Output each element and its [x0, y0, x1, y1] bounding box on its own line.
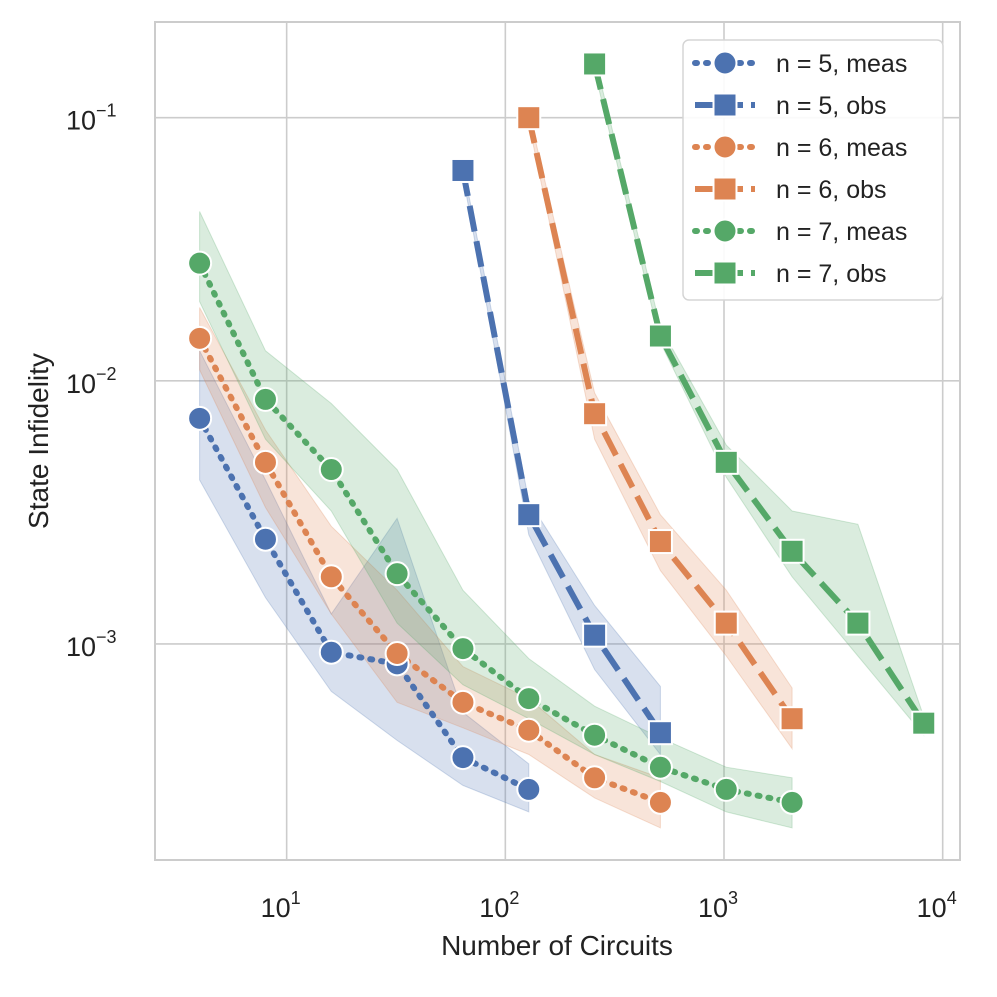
series-markers [187, 51, 937, 815]
point-n-5-meas [516, 776, 542, 802]
y-tick-labels: 10−3 10−2 10−1 [66, 101, 117, 662]
point-n-5-meas [252, 526, 278, 552]
y-axis-label: State Infidelity [23, 353, 54, 529]
line-n-7-meas [196, 260, 796, 806]
line-n-5-obs [459, 169, 663, 735]
x-tick-label: 102 [479, 888, 519, 923]
legend-marker [712, 260, 738, 286]
legend-box [682, 39, 944, 301]
x-tick-label: 103 [698, 888, 738, 923]
point-n-7-obs [911, 710, 937, 736]
point-n-6-meas [450, 689, 476, 715]
legend-marker [712, 50, 738, 76]
point-n-7-meas [713, 776, 739, 802]
point-n-5-meas [187, 405, 213, 431]
point-n-6-meas [647, 789, 673, 815]
point-n-7-meas [779, 789, 805, 815]
point-n-7-obs [647, 323, 673, 349]
legend-marker [712, 218, 738, 244]
legend: n = 5, meas n = 5, obs n = 6, meas n = 6, o… [682, 39, 944, 301]
point-n-7-meas [516, 686, 542, 712]
point-n-7-meas [647, 754, 673, 780]
legend-marker [712, 92, 738, 118]
point-n-7-meas [252, 386, 278, 412]
point-n-5-obs [516, 502, 542, 528]
x-axis-label: Number of Circuits [441, 930, 673, 961]
point-n-7-meas [582, 722, 608, 748]
point-n-6-obs [516, 105, 542, 131]
line-n-7-obs [591, 63, 927, 725]
x-tick-label: 101 [261, 888, 301, 923]
x-tick-label: 104 [917, 888, 957, 923]
legend-label: n = 7, meas [776, 218, 907, 246]
point-n-6-meas [384, 640, 410, 666]
legend-label: n = 5, obs [776, 92, 887, 120]
point-n-5-obs [450, 157, 476, 183]
point-n-5-meas [450, 745, 476, 771]
point-n-6-obs [647, 529, 673, 555]
point-n-7-obs [845, 610, 871, 636]
line-n-6-meas [196, 335, 664, 806]
point-n-6-meas [187, 325, 213, 351]
legend-marker [712, 176, 738, 202]
band-n-7-meas [199, 211, 793, 829]
point-n-7-obs [779, 538, 805, 564]
point-n-7-meas [384, 561, 410, 587]
legend-label: n = 6, obs [776, 176, 887, 204]
band-n-5-meas [199, 350, 530, 813]
point-n-6-meas [582, 765, 608, 791]
point-n-6-obs [779, 706, 805, 732]
y-tick-label: 10−3 [66, 627, 117, 662]
point-n-7-meas [450, 636, 476, 662]
point-n-6-obs [582, 401, 608, 427]
point-n-7-obs [713, 449, 739, 475]
y-tick-label: 10−1 [66, 101, 117, 136]
point-n-6-meas [252, 449, 278, 475]
point-n-7-meas [187, 250, 213, 276]
point-n-6-obs [713, 610, 739, 636]
point-n-6-meas [516, 717, 542, 743]
legend-label: n = 6, meas [776, 134, 907, 162]
point-n-7-obs [582, 51, 608, 77]
plot-frame [154, 21, 961, 861]
legend-label: n = 7, obs [776, 260, 887, 288]
legend-marker [712, 134, 738, 160]
point-n-7-meas [318, 457, 344, 483]
point-n-5-meas [318, 639, 344, 665]
point-n-5-obs [582, 622, 608, 648]
point-n-6-meas [318, 564, 344, 590]
y-tick-label: 10−2 [66, 364, 117, 399]
x-tick-labels: 101 102 103 104 [261, 888, 957, 923]
legend-label: n = 5, meas [776, 50, 907, 78]
band-n-6-meas [199, 307, 661, 829]
point-n-5-obs [647, 720, 673, 746]
